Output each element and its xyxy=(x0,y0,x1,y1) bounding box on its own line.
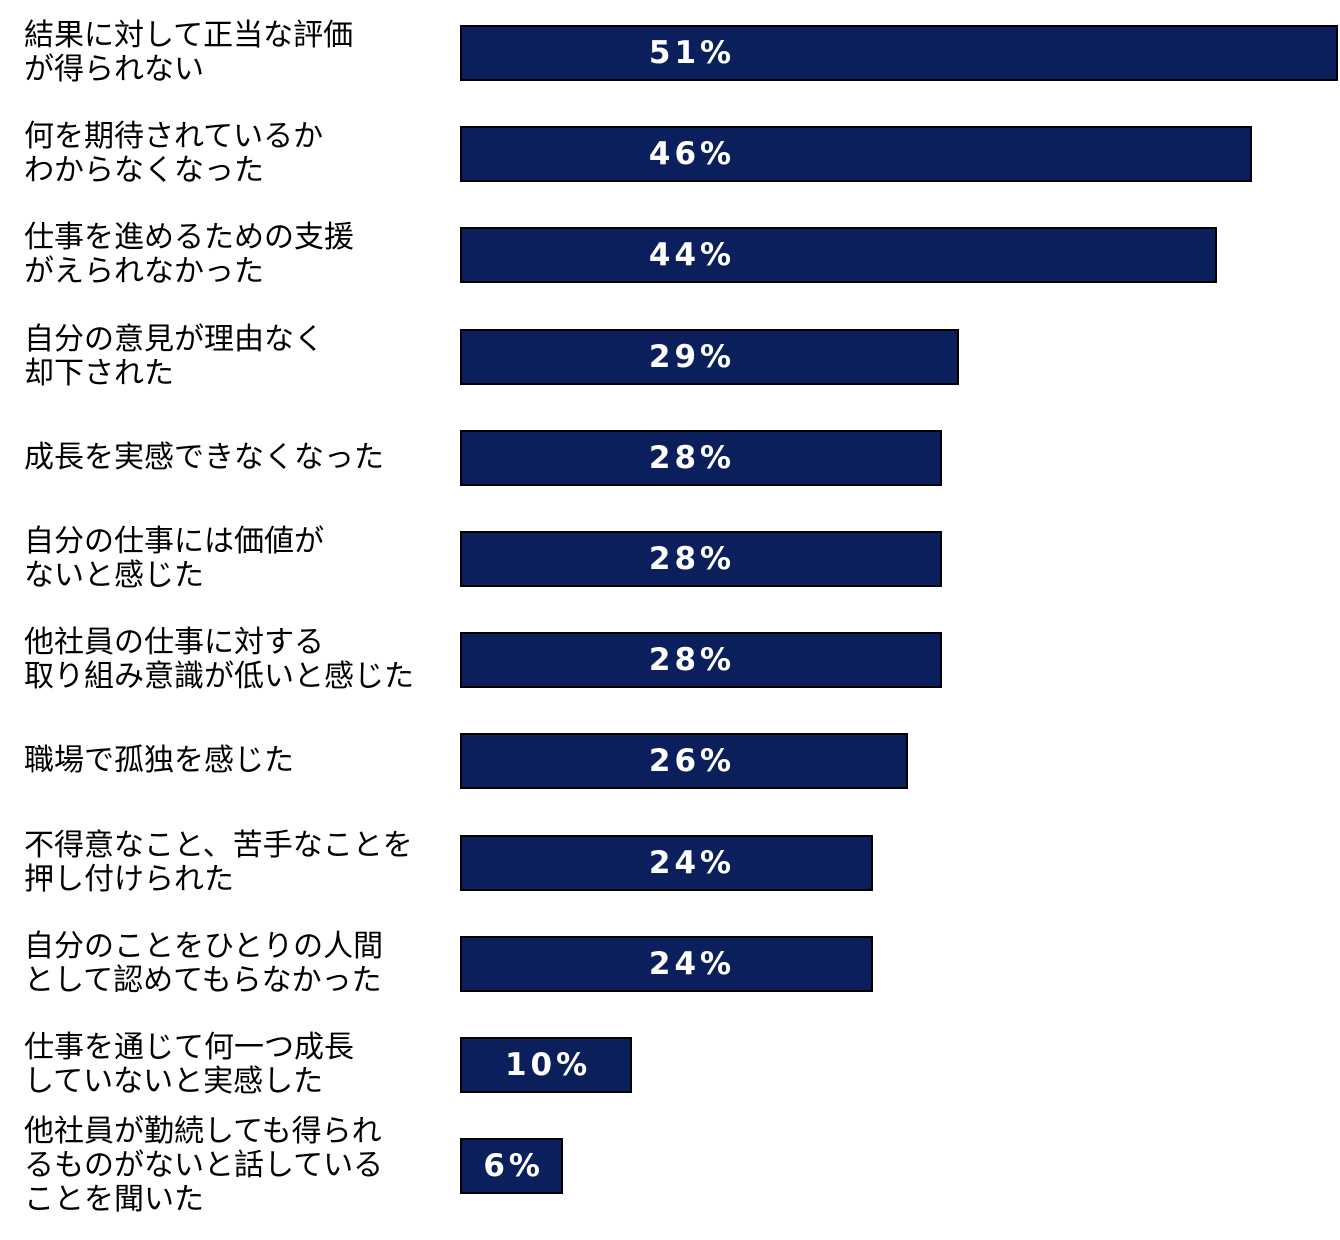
category-label: 他社員の仕事に対する 取り組み意識が低いと感じた xyxy=(24,625,414,695)
category-label: 職場で孤独を感じた xyxy=(24,743,294,779)
bar xyxy=(460,25,1338,81)
bar xyxy=(460,733,908,790)
bar-value-label: 6% xyxy=(483,1148,544,1185)
bar xyxy=(460,328,960,385)
bar xyxy=(460,429,943,486)
bar xyxy=(460,126,1252,183)
bar xyxy=(460,935,874,992)
bar-value-label: 29% xyxy=(648,338,736,375)
bar-value-label: 10% xyxy=(504,1047,592,1083)
bar xyxy=(460,632,943,689)
category-label: 他社員が勤続しても得られ るものがないと話している ことを聞いた xyxy=(24,1114,384,1218)
category-label: 仕事を通じて何一つ成長 していないと実感した xyxy=(24,1030,354,1099)
bar-value-label: 44% xyxy=(648,237,736,274)
category-label: 自分のことをひとりの人間 として認めてもらなかった xyxy=(24,928,384,998)
bar-value-label: 24% xyxy=(648,844,736,881)
bar xyxy=(460,1138,564,1195)
category-label: 成長を実感できなくなった xyxy=(24,439,384,475)
bar-value-label: 24% xyxy=(648,945,736,982)
bar-value-label: 28% xyxy=(648,642,736,679)
category-label: 何を期待されているか わからなくなった xyxy=(24,119,324,189)
category-label: 自分の意見が理由なく 却下された xyxy=(24,321,324,391)
bar-value-label: 46% xyxy=(648,136,736,173)
bar xyxy=(460,1037,633,1093)
bar-value-label: 28% xyxy=(648,439,736,476)
bar xyxy=(460,834,874,891)
bar xyxy=(460,227,1218,284)
bar-value-label: 28% xyxy=(648,541,736,577)
bar-value-label: 51% xyxy=(648,35,736,71)
bar-value-label: 26% xyxy=(648,743,736,780)
category-label: 結果に対して正当な評価 が得られない xyxy=(24,18,354,87)
bar xyxy=(460,531,943,587)
category-label: 不得意なこと、苦手なことを 押し付けられた xyxy=(24,827,413,897)
category-label: 仕事を進めるための支援 がえられなかった xyxy=(24,220,354,290)
category-label: 自分の仕事には価値が ないと感じた xyxy=(24,524,324,593)
